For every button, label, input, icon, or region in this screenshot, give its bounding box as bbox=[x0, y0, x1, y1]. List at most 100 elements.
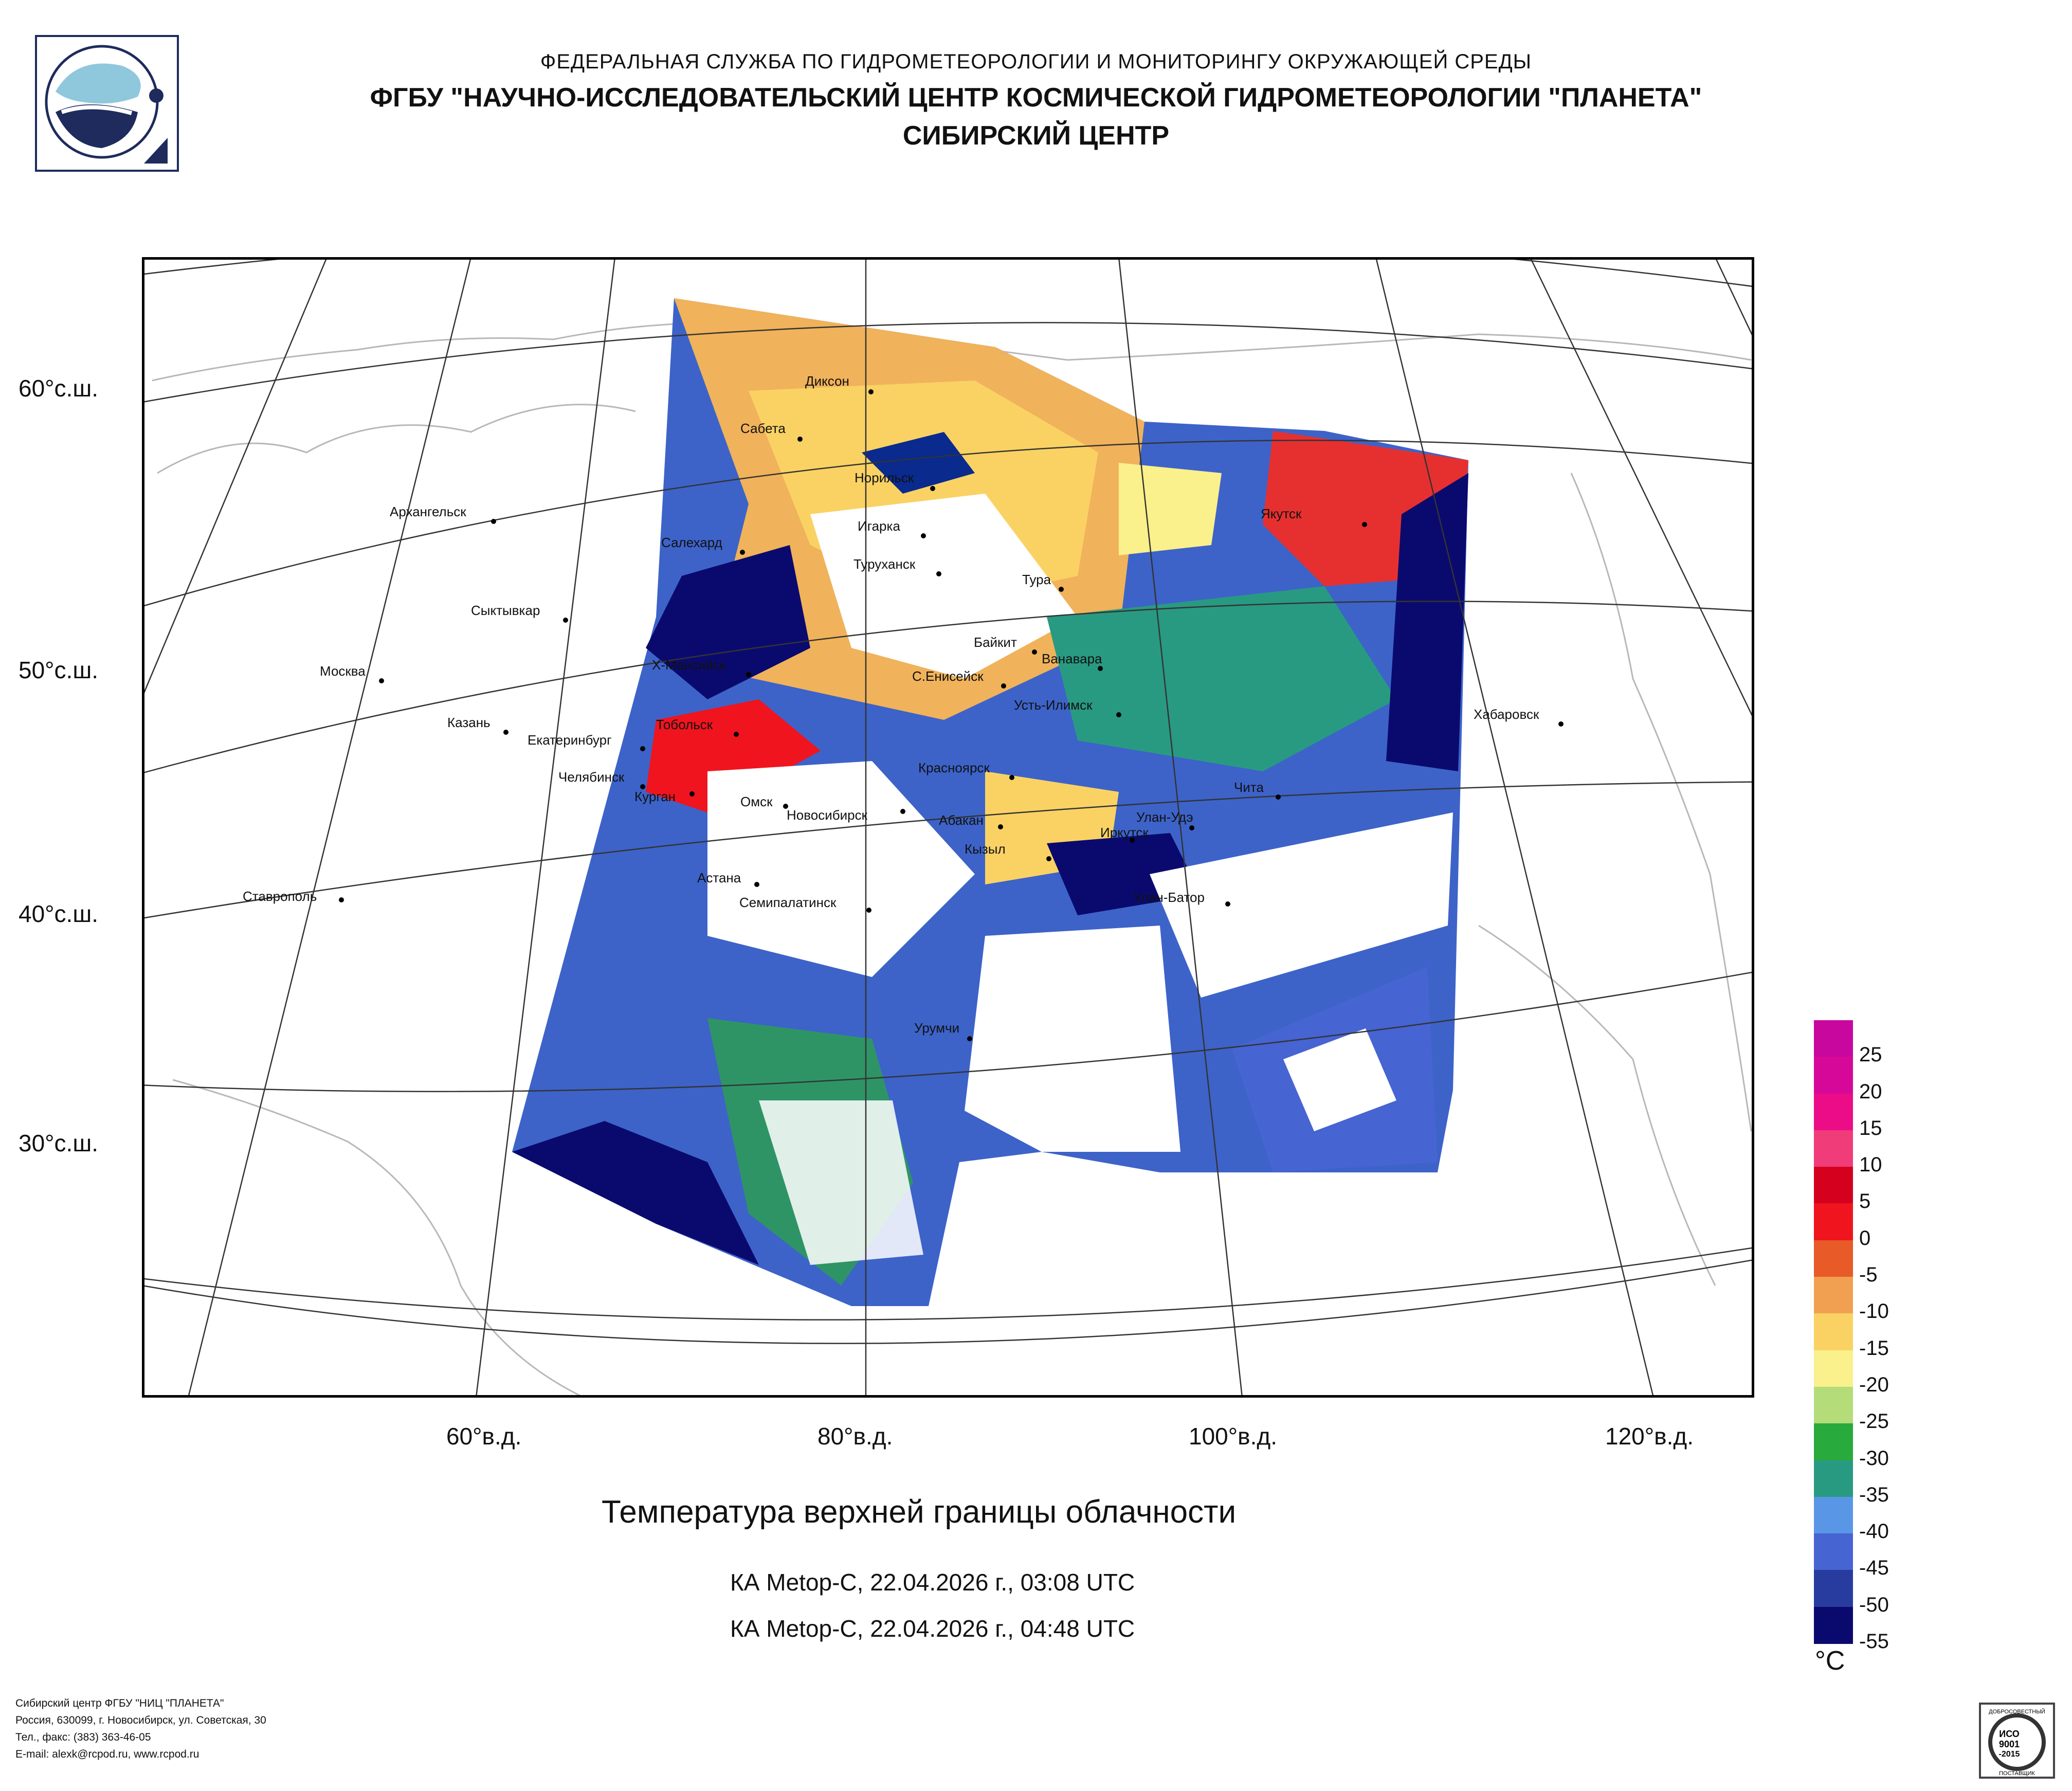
iso-badge: ДОБРОСОВЕСТНЫЙ ИСО 9001 -2015 ПОСТАВЩИК bbox=[1978, 1702, 2056, 1779]
lon-label-60: 60°в.д. bbox=[446, 1423, 522, 1450]
colorbar-segment bbox=[1814, 1606, 1853, 1644]
city-dots bbox=[339, 389, 1564, 1041]
svg-text:ПОСТАВЩИК: ПОСТАВЩИК bbox=[1999, 1770, 2035, 1777]
city-krasnoyarsk: Красноярск bbox=[918, 760, 990, 775]
colorbar-tick-label: 10 bbox=[1859, 1153, 1882, 1177]
map-subtitle-2: КА Metop-C, 22.04.2026 г., 04:48 UTC bbox=[730, 1615, 1135, 1642]
city-novosibirsk: Новосибирск bbox=[787, 807, 867, 823]
header-organization: ФГБУ "НАУЧНО-ИССЛЕДОВАТЕЛЬСКИЙ ЦЕНТР КОС… bbox=[370, 83, 1702, 113]
city-norilsk: Норильск bbox=[855, 470, 914, 485]
city-ekaterinburg: Екатеринбург bbox=[528, 732, 612, 748]
city-syktyvkar: Сыктывкар bbox=[471, 603, 540, 618]
city-s-eniseysk: С.Енисейск bbox=[912, 668, 984, 684]
colorbar-segment bbox=[1814, 1167, 1853, 1204]
colorbar-segment bbox=[1814, 1313, 1853, 1351]
city-turukhansk: Туруханск bbox=[853, 556, 916, 572]
graticule bbox=[142, 257, 1754, 1398]
city-khabarovsk: Хабаровск bbox=[1474, 707, 1539, 722]
colorbar-segment bbox=[1814, 1533, 1853, 1571]
map-subtitle-1: КА Metop-C, 22.04.2026 г., 03:08 UTC bbox=[730, 1569, 1135, 1596]
svg-text:ИСО: ИСО bbox=[1999, 1729, 2020, 1739]
city-tura: Тура bbox=[1022, 572, 1051, 587]
city-baikit: Байкит bbox=[974, 635, 1017, 650]
city-chelyabinsk: Челябинск bbox=[558, 769, 625, 785]
city-arkhangelsk: Архангельск bbox=[390, 504, 466, 519]
svg-text:ДОБРОСОВЕСТНЫЙ: ДОБРОСОВЕСТНЫЙ bbox=[1989, 1708, 2045, 1715]
lat-label-30: 30°с.ш. bbox=[19, 1130, 99, 1156]
city-kazan: Казань bbox=[447, 715, 490, 730]
colorbar-tick-label: -40 bbox=[1859, 1520, 1889, 1543]
header-agency: ФЕДЕРАЛЬНАЯ СЛУЖБА ПО ГИДРОМЕТЕОРОЛОГИИ … bbox=[540, 50, 1532, 73]
city-ulan-bator: Улан-Батор bbox=[1133, 890, 1205, 905]
city-ulan-ude: Улан-Удэ bbox=[1136, 809, 1193, 825]
colorbar-unit: °С bbox=[1815, 1646, 1845, 1676]
city-dikson: Диксон bbox=[805, 373, 849, 389]
lon-label-120: 120°в.д. bbox=[1605, 1423, 1694, 1450]
colorbar-segment bbox=[1814, 1020, 1853, 1058]
city-semipalatinsk: Семипалатинск bbox=[739, 895, 837, 910]
svg-text:-2015: -2015 bbox=[1999, 1750, 2020, 1759]
colorbar-tick-label: 15 bbox=[1859, 1116, 1882, 1139]
colorbar-tick-label: -5 bbox=[1859, 1263, 1878, 1287]
colorbar-tick-label: -35 bbox=[1859, 1483, 1889, 1506]
colorbar-segment bbox=[1814, 1203, 1853, 1241]
city-igarka: Игарка bbox=[858, 518, 900, 534]
lon-label-100: 100°в.д. bbox=[1189, 1423, 1277, 1450]
colorbar-tick-label: 0 bbox=[1859, 1226, 1871, 1250]
city-vanavara: Ванавара bbox=[1042, 651, 1102, 666]
colorbar-segment bbox=[1814, 1277, 1853, 1314]
colorbar-segment bbox=[1814, 1350, 1853, 1387]
map-frame: Диксон Сабета Норильск Якутск Игарка Арх… bbox=[141, 257, 1755, 1398]
satellite-swath bbox=[512, 298, 1468, 1306]
lat-label-40: 40°с.ш. bbox=[19, 900, 99, 927]
colorbar-segment bbox=[1814, 1386, 1853, 1424]
map-title: Температура верхней границы облачности bbox=[602, 1494, 1237, 1530]
colorbar-tick-label: -10 bbox=[1859, 1300, 1889, 1323]
city-ust-ilimsk: Усть-Илимск bbox=[1014, 697, 1093, 713]
svg-text:9001: 9001 bbox=[1999, 1739, 2020, 1749]
planeta-logo bbox=[35, 35, 179, 172]
city-tobolsk: Тобольск bbox=[656, 717, 713, 732]
lat-label-60: 60°с.ш. bbox=[19, 375, 99, 402]
city-salekhard: Салехард bbox=[661, 535, 722, 550]
city-stavropol: Ставрополь bbox=[243, 889, 317, 904]
colorbar-segment bbox=[1814, 1423, 1853, 1461]
colorbar-segment bbox=[1814, 1130, 1853, 1168]
city-irkutsk: Иркутск bbox=[1100, 825, 1149, 840]
lon-label-80: 80°в.д. bbox=[817, 1423, 893, 1450]
colorbar-tick-label: -45 bbox=[1859, 1557, 1889, 1580]
city-khmansiysk: Х-Мансийск bbox=[652, 657, 726, 673]
colorbar-tick-label: 5 bbox=[1859, 1190, 1871, 1213]
colorbar-tick-label: -50 bbox=[1859, 1593, 1889, 1616]
header-center: СИБИРСКИЙ ЦЕНТР bbox=[902, 121, 1170, 151]
colorbar-tick-label: 25 bbox=[1859, 1043, 1882, 1066]
city-sabeta: Сабета bbox=[740, 421, 786, 436]
city-kyzyl: Кызыл bbox=[965, 841, 1006, 857]
colorbar-tick-label: 20 bbox=[1859, 1080, 1882, 1103]
colorbar-tick-label: -30 bbox=[1859, 1446, 1889, 1470]
colorbar-segment bbox=[1814, 1240, 1853, 1278]
city-urumqi: Урумчи bbox=[914, 1020, 960, 1036]
colorbar-tick-label: -25 bbox=[1859, 1410, 1889, 1433]
footer-line-3: Тел., факс: (383) 363-46-05 bbox=[15, 1731, 151, 1743]
colorbar-tick-label: -15 bbox=[1859, 1336, 1889, 1360]
city-yakutsk: Якутск bbox=[1261, 506, 1302, 521]
lat-label-50: 50°с.ш. bbox=[19, 657, 99, 683]
colorbar-segment bbox=[1814, 1093, 1853, 1131]
city-astana: Астана bbox=[697, 870, 741, 885]
city-moscow: Москва bbox=[320, 663, 366, 679]
colorbar-tick-label: -20 bbox=[1859, 1373, 1889, 1396]
colorbar-tick-label: -55 bbox=[1859, 1630, 1889, 1653]
city-kurgan: Курган bbox=[634, 789, 676, 804]
city-omsk: Омск bbox=[740, 794, 773, 809]
colorbar-segment bbox=[1814, 1057, 1853, 1094]
colorbar-segment bbox=[1814, 1570, 1853, 1607]
colorbar-segment bbox=[1814, 1460, 1853, 1497]
footer-contacts: Сибирский центр ФГБУ "НИЦ "ПЛАНЕТА" Росс… bbox=[15, 1695, 266, 1763]
colorbar-segment bbox=[1814, 1496, 1853, 1534]
footer-line-2: Россия, 630099, г. Новосибирск, ул. Сове… bbox=[15, 1714, 266, 1726]
temperature-colorbar bbox=[1814, 1020, 1853, 1644]
city-abakan: Абакан bbox=[939, 812, 984, 828]
footer-line-1: Сибирский центр ФГБУ "НИЦ "ПЛАНЕТА" bbox=[15, 1697, 224, 1709]
footer-line-4: E-mail: alexk@rcpod.ru, www.rcpod.ru bbox=[15, 1748, 199, 1760]
